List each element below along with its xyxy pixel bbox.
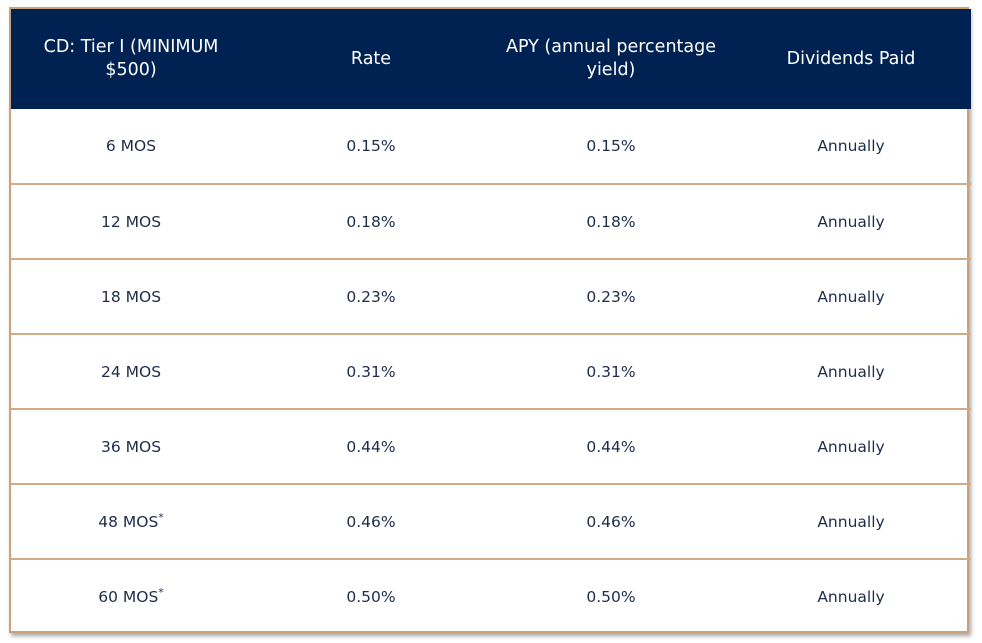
apy-cell: 0.44% [586, 437, 636, 456]
header-rate: Rate [350, 48, 392, 69]
apy-cell: 0.18% [586, 212, 636, 231]
rate-cell: 0.46% [346, 512, 396, 531]
dividends-cell: Annually [817, 588, 885, 606]
table-row: 60 MOS* 0.50% 0.50% Annually [11, 559, 971, 634]
dividends-cell: Annually [817, 287, 885, 306]
rate-cell: 0.50% [346, 588, 396, 606]
apy-cell: 0.31% [586, 362, 636, 381]
table-row: 6 MOS 0.15% 0.15% Annually [11, 109, 971, 184]
dividends-cell: Annually [817, 437, 885, 456]
table-row: 24 MOS 0.31% 0.31% Annually [11, 334, 971, 409]
table-row: 12 MOS 0.18% 0.18% Annually [11, 184, 971, 259]
rate-cell: 0.18% [346, 212, 396, 231]
table-header: CD: Tier I (MINIMUM $500) Rate APY (annu… [11, 9, 971, 109]
apy-cell: 0.46% [586, 512, 636, 531]
term-cell: 18 MOS [100, 287, 162, 306]
table-row: 18 MOS 0.23% 0.23% Annually [11, 259, 971, 334]
header-term: CD: Tier I (MINIMUM $500) [43, 37, 219, 80]
term-cell: 24 MOS [100, 362, 162, 381]
rate-cell: 0.15% [346, 137, 396, 155]
table-body: 6 MOS 0.15% 0.15% Annually 12 MOS 0.18% … [11, 109, 971, 634]
dividends-cell: Annually [817, 137, 885, 155]
dividends-cell: Annually [817, 512, 885, 531]
header-dividends-paid: Dividends Paid [786, 48, 916, 69]
footnote-mark: * [158, 585, 164, 599]
apy-cell: 0.50% [586, 588, 636, 606]
term-cell: 48 MOS* [98, 510, 164, 531]
rate-cell: 0.23% [346, 287, 396, 306]
term-cell: 6 MOS [105, 137, 157, 155]
dividends-cell: Annually [817, 212, 885, 231]
term-cell: 60 MOS* [98, 585, 164, 606]
cd-rates-table-frame: CD: Tier I (MINIMUM $500) Rate APY (annu… [9, 7, 971, 634]
footnote-mark: * [158, 510, 164, 524]
cd-rates-table: CD: Tier I (MINIMUM $500) Rate APY (annu… [11, 9, 971, 634]
header-apy: APY (annual percentage yield) [506, 37, 716, 80]
apy-cell: 0.23% [586, 287, 636, 306]
apy-cell: 0.15% [586, 137, 636, 155]
term-cell: 36 MOS [100, 437, 162, 456]
dividends-cell: Annually [817, 362, 885, 381]
rate-cell: 0.44% [346, 437, 396, 456]
table-row: 36 MOS 0.44% 0.44% Annually [11, 409, 971, 484]
term-cell: 12 MOS [100, 212, 162, 231]
header-row: CD: Tier I (MINIMUM $500) Rate APY (annu… [11, 9, 971, 109]
rate-cell: 0.31% [346, 362, 396, 381]
table-row: 48 MOS* 0.46% 0.46% Annually [11, 484, 971, 559]
